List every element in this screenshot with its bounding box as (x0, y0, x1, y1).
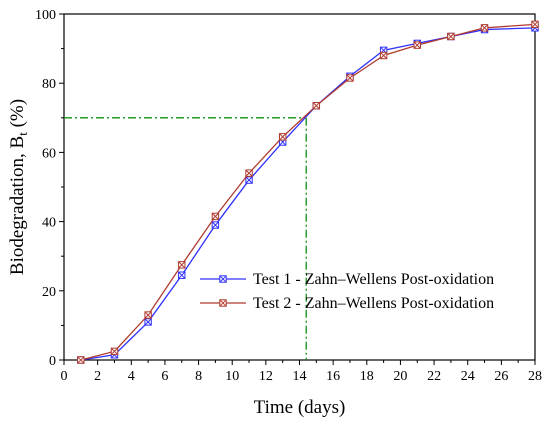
x-tick-label: 10 (225, 369, 239, 384)
marker-cross (219, 299, 227, 307)
marker-cross (77, 356, 85, 364)
series-1-point (178, 271, 186, 279)
marker-cross (346, 74, 354, 82)
series-2-point (346, 74, 354, 82)
marker-cross (178, 271, 186, 279)
reference-lines (64, 117, 307, 360)
marker-cross (211, 212, 219, 220)
x-tick-label: 20 (393, 369, 407, 384)
series-2-point (178, 261, 186, 269)
marker-cross (245, 176, 253, 184)
y-tick-label: 60 (42, 146, 56, 161)
series-2-point (110, 347, 119, 356)
y-tick-label: 20 (42, 285, 56, 300)
x-tick-label: 24 (461, 369, 475, 384)
y-axis-title-subscript: t (15, 132, 30, 136)
series-2 (77, 20, 539, 364)
marker-cross (219, 275, 227, 283)
series-2-point (312, 101, 321, 110)
series-2-point (278, 133, 287, 141)
y-tick-label: 40 (42, 216, 56, 231)
y-axis-title-main: Biodegradation, B (7, 136, 28, 275)
legend-label: Test 2 - Zahn–Wellens Post-oxidation (253, 295, 494, 312)
series-1-point (211, 221, 220, 229)
x-tick-label: 22 (427, 369, 441, 384)
marker-cross (178, 261, 186, 269)
series-2-point (413, 41, 421, 49)
x-tick-label: 2 (94, 369, 101, 384)
marker-cross (480, 24, 489, 32)
marker-cross (312, 102, 320, 110)
series-2-point (144, 311, 152, 319)
x-tick-label: 12 (259, 369, 273, 384)
x-tick-label: 16 (326, 369, 340, 384)
marker-cross (279, 133, 287, 141)
y-axis-title: Biodegradation, Bt (%) (7, 99, 30, 275)
y-tick-label: 100 (35, 8, 56, 23)
series-2-point (379, 51, 388, 60)
x-tick-label: 18 (360, 369, 374, 384)
y-tick-label: 80 (42, 77, 56, 92)
x-tick-label: 14 (293, 369, 307, 384)
y-tick-label: 0 (49, 354, 56, 369)
marker-cross (447, 32, 455, 41)
x-tick-label: 4 (128, 369, 135, 384)
marker-cross (531, 20, 539, 28)
series-1-point (144, 318, 152, 326)
series-2-point (480, 24, 489, 32)
legend-entry-2: Test 2 - Zahn–Wellens Post-oxidation (200, 295, 494, 312)
marker-cross (144, 311, 152, 319)
legend-entry-1: Test 1 - Zahn–Wellens Post-oxidation (200, 271, 494, 288)
x-tick-label: 6 (161, 369, 168, 384)
legend-label: Test 1 - Zahn–Wellens Post-oxidation (253, 271, 494, 288)
marker-cross (413, 41, 421, 49)
marker-cross (380, 51, 388, 60)
marker-cross (144, 318, 152, 326)
marker-cross (245, 169, 253, 177)
series-1-point (245, 176, 253, 184)
y-axis-title-unit: (%) (7, 99, 28, 132)
x-tick-label: 0 (61, 369, 68, 384)
legend-swatch-marker (219, 299, 227, 307)
series-2-point (211, 212, 220, 221)
marker-cross (110, 347, 119, 355)
series-2-point (531, 20, 539, 29)
legend: Test 1 - Zahn–Wellens Post-oxidation Test… (200, 271, 494, 312)
x-axis-title: Time (days) (254, 397, 346, 418)
x-tick-label: 26 (494, 369, 508, 384)
legend-swatch-marker (219, 275, 227, 283)
x-tick-label: 8 (195, 369, 202, 384)
series-2-point (245, 169, 253, 177)
series-2-point (77, 356, 85, 364)
x-tick-label: 28 (528, 369, 542, 384)
series-layer (77, 20, 539, 364)
marker-cross (211, 221, 219, 229)
series-2-line (80, 23, 536, 361)
series-2-point (447, 32, 455, 41)
